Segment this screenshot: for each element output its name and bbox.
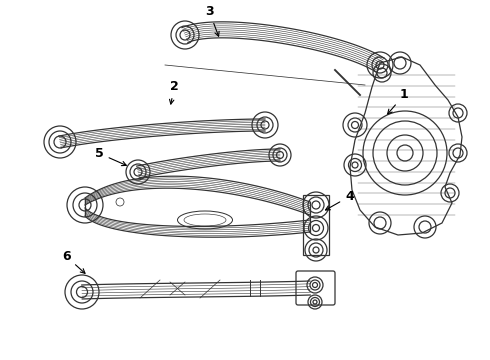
- Text: 6: 6: [62, 250, 85, 273]
- Text: 2: 2: [170, 80, 179, 104]
- Text: 4: 4: [325, 190, 354, 210]
- Text: 5: 5: [95, 147, 126, 166]
- Text: 1: 1: [388, 88, 409, 114]
- Text: 3: 3: [205, 5, 219, 36]
